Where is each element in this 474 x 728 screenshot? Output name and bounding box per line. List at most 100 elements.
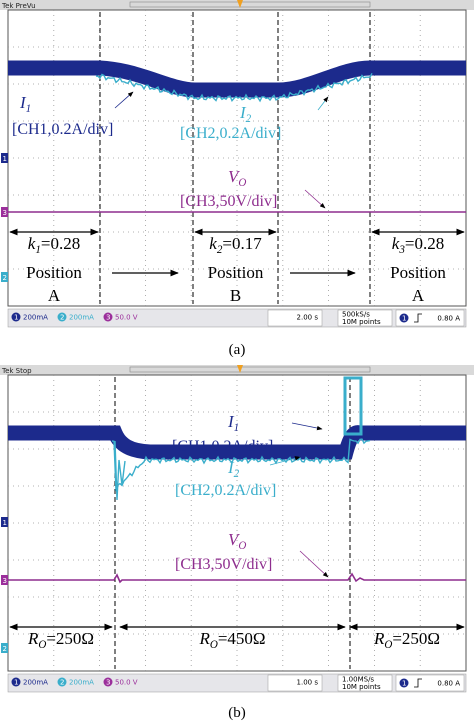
subscript: O bbox=[38, 639, 46, 651]
ch2-pulse bbox=[343, 376, 363, 436]
channel-scale: 50.0 V bbox=[115, 679, 138, 687]
channel-marker-box bbox=[1, 517, 8, 527]
record-length: 10M points bbox=[342, 683, 381, 691]
record-bar bbox=[129, 1, 371, 8]
timebase: 2.00 s bbox=[297, 314, 319, 322]
trigger-level: 0.80 A bbox=[437, 680, 460, 688]
value: =0.28 bbox=[41, 234, 80, 253]
sample-rate: 1.00MS/s bbox=[342, 676, 374, 684]
subscript: O bbox=[384, 639, 392, 651]
header-text: Tek PreVu bbox=[1, 2, 36, 10]
label-arrow bbox=[114, 91, 134, 109]
symbol-label: I2 bbox=[239, 103, 252, 125]
trace-scale: [CH1,0.2A/div] bbox=[12, 121, 113, 138]
trigger-box bbox=[395, 674, 465, 692]
trigger-edge bbox=[414, 313, 422, 323]
channel-marker: 1 bbox=[3, 155, 7, 163]
header-text: Tek Stop bbox=[1, 367, 32, 375]
value: =0.17 bbox=[222, 234, 262, 253]
channel-scale: 200mA bbox=[69, 679, 94, 687]
label-arrow bbox=[291, 422, 323, 431]
acq-box bbox=[337, 674, 393, 692]
symbol: k bbox=[392, 234, 400, 253]
label-arrow bbox=[317, 96, 329, 111]
trace-scale: [CH1,0.2A/div] bbox=[172, 438, 273, 455]
symbol-label: I1 bbox=[227, 412, 239, 434]
header-bar bbox=[0, 365, 474, 375]
ch1-waveform bbox=[8, 60, 466, 98]
channel-number: 1 bbox=[14, 679, 18, 687]
channel-scale: 50.0 V bbox=[115, 314, 138, 322]
channel-chip bbox=[11, 677, 21, 687]
subscript: 2 bbox=[217, 244, 223, 256]
symbol: I bbox=[227, 458, 235, 477]
symbol-label: k2=0.17 bbox=[209, 234, 262, 256]
screen bbox=[7, 9, 467, 307]
trigger-level: 0.80 A bbox=[437, 315, 460, 323]
sample-rate: 500kS/s bbox=[342, 311, 370, 319]
subscript: O bbox=[238, 177, 246, 189]
subscript: O bbox=[238, 540, 246, 552]
ch2-waveform bbox=[111, 438, 371, 492]
symbol-label: k1=0.28 bbox=[28, 234, 80, 256]
symbol: I bbox=[19, 93, 27, 112]
trace-scale: [CH3,50V/div] bbox=[180, 193, 277, 210]
channel-scale: 200mA bbox=[23, 679, 48, 687]
symbol-label: VO bbox=[228, 167, 246, 189]
channel-marker-box bbox=[1, 272, 8, 282]
timebase-box bbox=[267, 309, 323, 327]
acq-box bbox=[337, 309, 393, 327]
record-length: 10M points bbox=[342, 318, 381, 326]
scope-panel: Tek Stop132I1[CH1,0.2A/div]I2[CH2,0.2A/d… bbox=[0, 365, 474, 693]
symbol-label: RO=250Ω bbox=[27, 629, 94, 651]
symbol-label: k3=0.28 bbox=[392, 234, 444, 256]
label-arrow bbox=[304, 189, 326, 209]
subscript: 1 bbox=[234, 422, 240, 434]
channel-marker: 1 bbox=[3, 519, 7, 527]
caption: (b) bbox=[228, 705, 246, 721]
symbol-label: RO=450Ω bbox=[198, 629, 265, 651]
trigger-channel: 1 bbox=[402, 680, 406, 688]
symbol: k bbox=[209, 234, 217, 253]
label-arrow bbox=[269, 456, 301, 466]
channel-chip bbox=[103, 677, 113, 687]
symbol: V bbox=[228, 167, 241, 186]
channel-marker-box bbox=[1, 575, 8, 585]
symbol: R bbox=[198, 629, 210, 648]
trigger-channel: 1 bbox=[402, 315, 406, 323]
value: =250Ω bbox=[46, 629, 94, 648]
record-bar bbox=[129, 366, 371, 373]
trigger-edge bbox=[414, 678, 422, 688]
channel-chip bbox=[103, 312, 113, 322]
screen bbox=[7, 374, 467, 672]
symbol-label: I2 bbox=[227, 458, 240, 480]
channel-marker: 2 bbox=[3, 645, 7, 653]
label-arrow bbox=[299, 550, 329, 578]
channel-marker: 2 bbox=[3, 274, 7, 282]
subscript: 1 bbox=[26, 103, 32, 115]
timebase-box bbox=[267, 674, 323, 692]
subscript: 2 bbox=[246, 113, 252, 125]
channel-marker-box bbox=[1, 207, 8, 217]
timebase: 1.00 s bbox=[297, 679, 319, 687]
trace-scale: [CH2,0.2A/div] bbox=[175, 482, 276, 499]
channel-chip bbox=[57, 677, 67, 687]
subscript: 2 bbox=[234, 468, 240, 480]
position-label: A bbox=[412, 286, 425, 305]
trigger-chip bbox=[399, 313, 409, 323]
position-text: Position bbox=[26, 263, 82, 282]
channel-marker: 3 bbox=[3, 577, 7, 585]
symbol-label: I1 bbox=[19, 93, 31, 115]
symbol: R bbox=[27, 629, 39, 648]
subscript: 1 bbox=[35, 244, 41, 256]
channel-number: 3 bbox=[106, 314, 110, 322]
subscript: O bbox=[210, 639, 218, 651]
subscript: 3 bbox=[398, 244, 405, 256]
trace-scale: [CH2,0.2A/div] bbox=[180, 125, 281, 142]
trigger-marker bbox=[237, 0, 243, 8]
symbol: R bbox=[373, 629, 385, 648]
symbol: I bbox=[227, 412, 235, 431]
symbol: I bbox=[239, 103, 247, 122]
